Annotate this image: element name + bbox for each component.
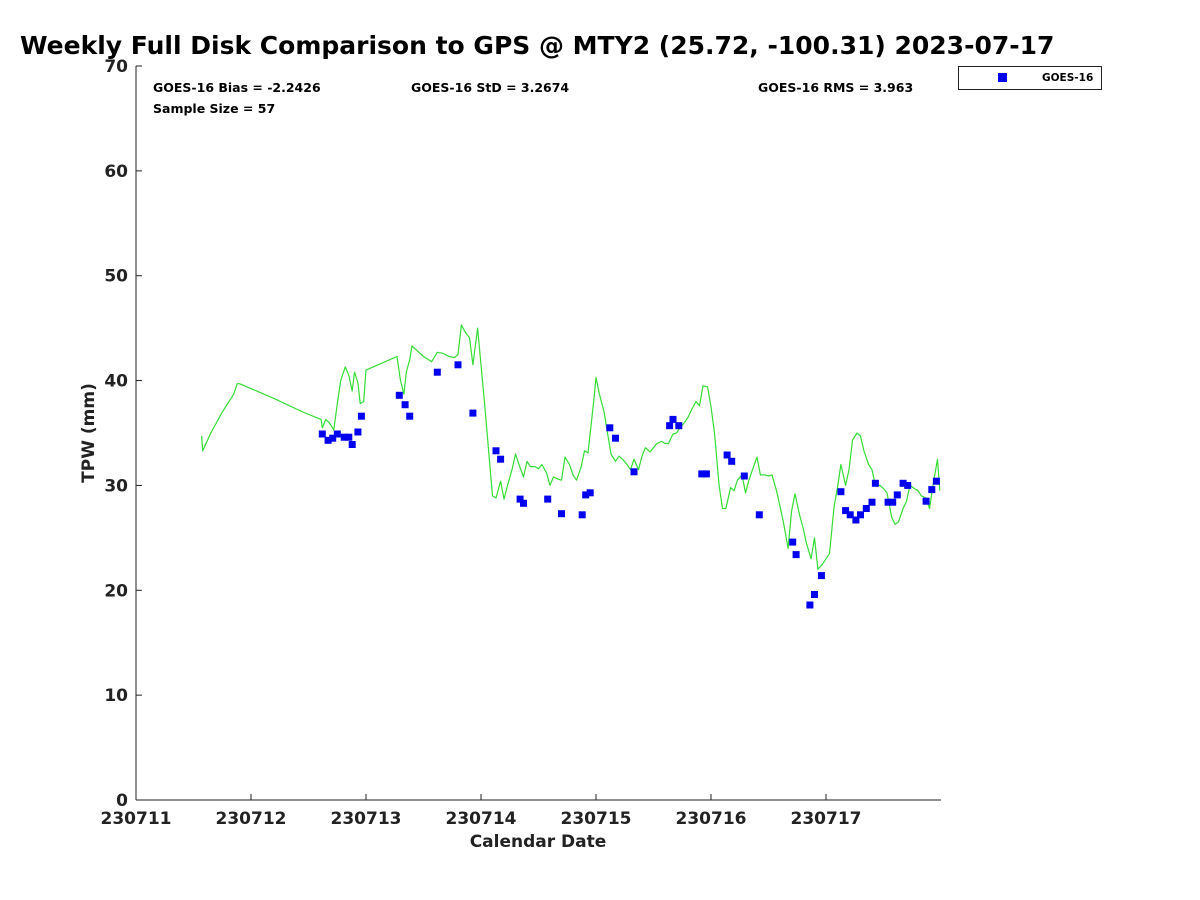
- goes16-point-42: [842, 507, 850, 515]
- gps-series-line: [201, 324, 941, 570]
- y-tick-label-3: 30: [104, 476, 128, 496]
- goes16-point-35: [755, 511, 763, 519]
- goes16-point-22: [582, 491, 590, 499]
- goes16-point-33: [728, 457, 736, 465]
- y-tick-label-7: 70: [104, 57, 128, 77]
- goes16-point-0: [318, 430, 326, 438]
- goes16-point-49: [884, 498, 892, 506]
- goes16-point-46: [862, 505, 870, 512]
- goes16-point-48: [871, 479, 879, 487]
- goes16-point-55: [928, 486, 936, 494]
- y-axis-label: TPW (mm): [79, 383, 99, 483]
- chart-title: Weekly Full Disk Comparison to GPS @ MTY…: [20, 31, 1054, 60]
- goes16-point-56: [932, 477, 940, 485]
- goes16-point-43: [846, 511, 854, 519]
- goes16-point-3: [333, 430, 341, 438]
- rms-stat: GOES-16 RMS = 3.963: [758, 80, 913, 95]
- goes16-point-17: [516, 495, 524, 503]
- y-tick-label-4: 40: [104, 372, 128, 392]
- goes16-point-26: [630, 468, 638, 476]
- legend-label-goes16: GOES-16: [1042, 72, 1093, 84]
- goes16-point-45: [857, 511, 864, 519]
- goes16-point-5: [345, 433, 353, 441]
- goes16-series-points: [318, 361, 940, 609]
- goes16-point-30: [698, 470, 706, 478]
- y-tick-label-5: 50: [104, 267, 128, 287]
- goes16-point-38: [806, 601, 814, 609]
- goes16-point-4: [340, 433, 348, 441]
- goes16-point-40: [817, 572, 825, 580]
- goes16-point-31: [702, 470, 710, 478]
- y-tick-label-1: 10: [104, 686, 128, 706]
- x-tick-label-5: 230716: [676, 809, 747, 829]
- goes16-point-16: [497, 455, 505, 463]
- goes16-point-13: [454, 361, 462, 369]
- goes16-point-36: [789, 538, 797, 546]
- x-ticks: 230711 230712 230713 230714 230715 230716 2307…: [101, 794, 862, 829]
- x-tick-label-4: 230715: [561, 809, 632, 829]
- plot-frame: [135, 66, 941, 801]
- x-axis-label: Calendar Date: [470, 832, 607, 852]
- goes16-point-6: [348, 441, 356, 448]
- goes16-point-41: [837, 488, 845, 496]
- goes16-point-52: [899, 479, 907, 487]
- x-tick-label-6: 230717: [791, 809, 862, 829]
- legend-box: [958, 66, 1102, 90]
- goes16-point-29: [675, 422, 683, 430]
- y-tick-label-0: 0: [116, 791, 128, 811]
- goes16-point-7: [354, 428, 362, 436]
- y-tick-label-2: 20: [104, 581, 128, 601]
- goes16-point-1: [324, 436, 332, 444]
- goes16-point-32: [723, 451, 731, 459]
- goes16-point-12: [433, 368, 441, 376]
- goes16-point-53: [904, 481, 912, 489]
- goes16-point-9: [395, 391, 403, 399]
- goes16-point-14: [469, 409, 477, 417]
- goes16-point-54: [922, 497, 930, 505]
- x-tick-label-1: 230712: [216, 809, 287, 829]
- goes16-point-2: [329, 434, 337, 442]
- goes16-point-25: [612, 434, 619, 442]
- legend: GOES-16: [958, 66, 1102, 90]
- goes16-point-10: [401, 401, 409, 409]
- goes16-point-11: [406, 412, 414, 420]
- goes16-point-24: [606, 424, 614, 432]
- goes16-point-47: [868, 498, 876, 506]
- y-tick-label-6: 60: [104, 162, 128, 182]
- sample-size-stat: Sample Size = 57: [153, 101, 275, 116]
- goes16-point-44: [852, 516, 860, 524]
- y-ticks: 0 10 20 30 40 50 60 70: [104, 57, 142, 811]
- std-stat: GOES-16 StD = 3.2674: [411, 80, 569, 95]
- goes16-point-34: [740, 472, 748, 480]
- goes16-point-50: [889, 498, 897, 506]
- x-tick-label-2: 230713: [331, 809, 402, 829]
- x-tick-label-3: 230714: [446, 809, 517, 829]
- goes16-point-8: [357, 412, 365, 420]
- goes16-point-15: [492, 447, 500, 455]
- goes16-point-39: [811, 591, 818, 598]
- goes16-point-37: [792, 551, 800, 559]
- goes16-point-19: [544, 495, 552, 503]
- goes16-point-20: [558, 510, 565, 518]
- goes16-point-18: [520, 499, 527, 507]
- gps-line-path: [201, 324, 941, 570]
- goes16-point-27: [666, 422, 674, 430]
- legend-marker-goes16: [998, 73, 1007, 82]
- goes16-point-51: [893, 491, 901, 499]
- x-tick-label-0: 230711: [101, 809, 172, 829]
- goes16-point-28: [669, 415, 677, 423]
- goes16-point-21: [578, 511, 586, 519]
- bias-stat: GOES-16 Bias = -2.2426: [153, 80, 321, 95]
- goes16-point-23: [586, 489, 594, 497]
